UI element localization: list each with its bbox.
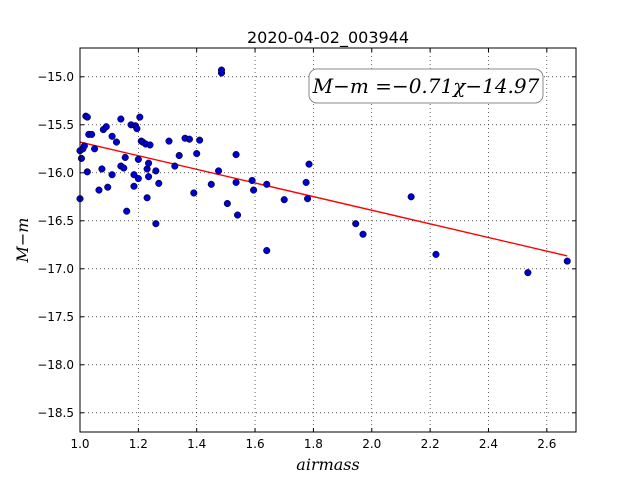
- data-point: [95, 186, 103, 194]
- grid-lines: [79, 48, 576, 432]
- data-point: [263, 180, 271, 188]
- y-tick-label: −15.5: [37, 118, 74, 132]
- data-point: [234, 211, 242, 219]
- data-point: [123, 207, 131, 215]
- data-point: [155, 179, 163, 187]
- y-tick-label: −17.5: [37, 310, 74, 324]
- data-point: [207, 180, 215, 188]
- x-tick-label: 2.4: [479, 437, 498, 451]
- x-tick-label: 2.6: [537, 437, 556, 451]
- data-point: [121, 153, 129, 161]
- fit-line-group: [79, 141, 568, 257]
- data-point: [352, 220, 360, 228]
- data-point: [217, 66, 226, 74]
- data-point: [407, 193, 415, 201]
- data-point: [304, 195, 312, 203]
- data-point: [143, 194, 151, 202]
- x-tick-label: 2.0: [362, 437, 381, 451]
- data-point: [133, 125, 141, 133]
- y-axis-label: M−m: [13, 218, 32, 264]
- data-point: [232, 178, 240, 186]
- x-tick-label: 1.2: [129, 437, 148, 451]
- data-point: [77, 154, 86, 162]
- data-point: [305, 160, 313, 168]
- chart-title: 2020-04-02_003944: [247, 28, 409, 48]
- data-point: [175, 151, 183, 160]
- y-axis-ticks: −15.0 −15.5 −16.0 −16.5 −17.0 −17.5 −18.0 −18.5: [37, 70, 576, 420]
- data-point: [112, 138, 121, 146]
- data-point: [98, 165, 106, 173]
- data-point: [280, 196, 288, 204]
- data-point: [190, 189, 198, 197]
- y-tick-label: −15.0: [37, 70, 74, 84]
- data-point: [145, 173, 153, 181]
- data-point: [108, 132, 116, 140]
- x-axis-label: airmass: [296, 455, 359, 474]
- data-point: [152, 220, 160, 228]
- data-point: [524, 269, 532, 277]
- data-point: [185, 135, 193, 143]
- data-point: [248, 176, 256, 185]
- data-point: [117, 115, 125, 123]
- data-point: [359, 230, 367, 238]
- data-point: [143, 165, 151, 173]
- x-tick-label: 1.8: [304, 437, 323, 451]
- x-tick-label: 2.2: [421, 437, 440, 451]
- data-point: [102, 123, 110, 131]
- plot-frame: [79, 47, 577, 433]
- data-point: [80, 142, 88, 150]
- y-tick-label: −16.5: [37, 214, 74, 228]
- data-point: [563, 257, 571, 265]
- y-tick-label: −18.0: [37, 358, 74, 372]
- x-tick-label: 1.6: [246, 437, 265, 451]
- data-point: [432, 250, 440, 258]
- data-point: [232, 151, 240, 159]
- data-point: [263, 247, 271, 255]
- data-point: [136, 113, 144, 121]
- x-axis-ticks: 1.0 1.2 1.4 1.6 1.8 2.0 2.2 2.4 2.6: [70, 48, 556, 451]
- data-point: [130, 182, 138, 190]
- data-point: [171, 162, 179, 170]
- data-point: [196, 136, 204, 144]
- data-point: [134, 155, 142, 163]
- data-point: [250, 186, 258, 194]
- x-tick-label: 1.0: [70, 437, 89, 451]
- data-point: [145, 159, 153, 167]
- data-point: [134, 175, 142, 183]
- data-point: [152, 167, 160, 175]
- data-point: [83, 168, 91, 176]
- data-point: [104, 183, 112, 191]
- data-point: [193, 150, 201, 158]
- data-point: [108, 171, 116, 179]
- data-point: [165, 137, 173, 145]
- fit-annotation: M−m =−0.71χ−14.97: [308, 68, 544, 104]
- data-point: [88, 130, 96, 138]
- x-tick-label: 1.4: [187, 437, 206, 451]
- y-tick-label: −18.5: [37, 406, 74, 420]
- data-point: [83, 113, 91, 121]
- y-tick-label: −17.0: [37, 262, 74, 276]
- data-point: [223, 199, 231, 208]
- annotation-box: [308, 68, 544, 104]
- data-point: [302, 178, 310, 186]
- data-point: [91, 145, 99, 153]
- data-point: [146, 141, 154, 149]
- y-tick-label: −16.0: [37, 166, 74, 180]
- data-point: [215, 167, 223, 175]
- data-point: [120, 164, 128, 172]
- annotation-text: M−m =−0.71χ−14.97: [312, 74, 540, 98]
- fit-line: [79, 141, 568, 257]
